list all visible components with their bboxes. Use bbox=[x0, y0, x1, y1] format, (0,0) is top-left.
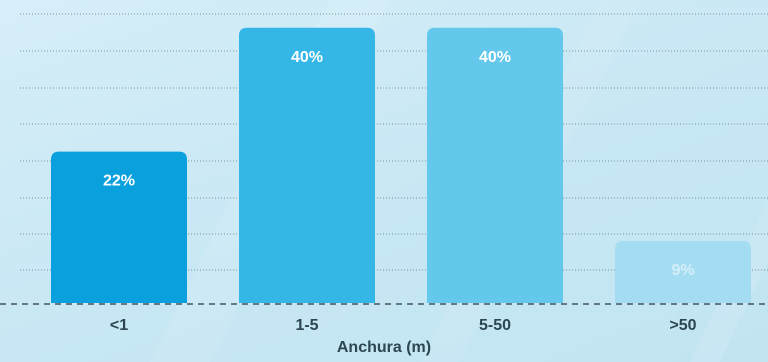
x-tick-label: 5-50 bbox=[479, 317, 511, 334]
bar-value-label: 40% bbox=[291, 49, 323, 66]
bar-value-label: 40% bbox=[479, 49, 511, 66]
x-tick-label: >50 bbox=[669, 317, 696, 334]
bar-value-label: 9% bbox=[671, 262, 694, 279]
x-tick-label: 1-5 bbox=[295, 317, 318, 334]
bar-value-label: 22% bbox=[103, 173, 135, 190]
x-tick-label: <1 bbox=[110, 317, 128, 334]
x-axis-title: Anchura (m) bbox=[337, 339, 431, 356]
bars: 22% 40% 40% 9% bbox=[51, 27, 751, 304]
bar-1 bbox=[51, 151, 187, 303]
x-tick-labels: <1 1-5 5-50 >50 bbox=[110, 317, 697, 334]
bar-3 bbox=[427, 27, 563, 304]
bar-4 bbox=[615, 241, 751, 303]
bar-2 bbox=[239, 27, 375, 304]
